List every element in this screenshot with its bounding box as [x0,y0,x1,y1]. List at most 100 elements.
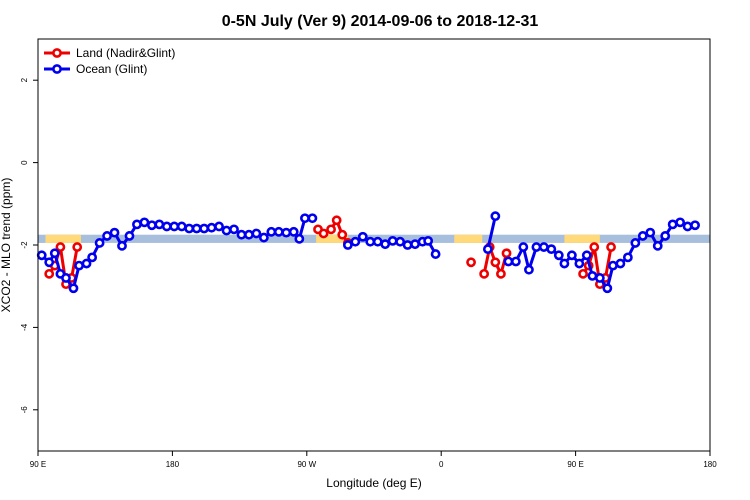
data-point [402,240,413,250]
data-point [587,270,598,281]
data-point [342,240,353,250]
data-point [637,231,648,241]
y-tick-label: -2 [20,241,29,249]
data-point [365,236,376,247]
x-tick-label: 180 [166,460,180,469]
data-point [294,233,305,244]
data-point [496,268,506,279]
data-point [251,228,262,239]
legend-marker [52,48,62,58]
data-point [387,235,398,246]
data-point [132,219,142,230]
data-point [395,236,406,247]
data-point [49,248,60,259]
data-point [410,239,420,250]
data-point [594,273,605,283]
x-tick-label: 90 W [297,460,316,469]
data-point [682,221,693,232]
data-point [372,236,383,247]
series-ocean [36,211,700,294]
data-point [236,229,247,240]
data-point [423,235,434,246]
data-point [109,227,120,238]
data-point [490,257,501,268]
data-point [667,219,678,230]
x-tick-label: 90 E [567,460,583,469]
data-point [300,213,310,224]
data-point [169,221,180,232]
y-tick-label: -4 [20,323,29,331]
data-point [72,242,83,252]
highlight-span [564,234,600,243]
data-point [281,227,292,238]
data-point [307,213,318,224]
plot-area [36,211,710,294]
data-point [675,217,686,228]
data-point [630,238,641,248]
data-point [266,226,277,237]
data-point [154,219,165,230]
data-point [184,223,195,234]
data-point [44,257,55,268]
data-point [380,239,391,250]
data-point [479,268,490,279]
data-point [606,242,616,252]
data-point [44,268,55,279]
data-point [538,242,549,252]
data-point [199,223,210,234]
data-point [146,220,157,231]
data-point [574,258,585,269]
highlight-span [45,234,81,243]
data-point [191,223,202,234]
data-point [503,256,514,267]
legend-label: Land (Nadir&Glint) [76,46,175,60]
highlight-span [316,234,348,243]
data-point [690,220,700,231]
data-point [36,250,47,261]
x-tick-label: 0 [439,460,444,469]
data-point [622,252,633,263]
data-point [430,249,441,259]
x-tick-label: 90 E [30,460,46,469]
data-point [581,250,592,261]
data-point [482,244,493,255]
data-point [326,224,336,235]
data-point [645,227,656,238]
data-point [546,244,557,255]
data-point [206,222,217,233]
data-point [176,221,187,232]
data-point [501,248,512,259]
data-point [531,242,542,252]
data-point [615,258,626,269]
data-point [559,258,570,269]
series-line [486,215,497,250]
x-axis: 90 E 180 90 W 0 90 E 180 [30,451,717,469]
data-point [318,228,329,239]
chart-title: 0-5N July (Ver 9) 2014-09-06 to 2018-12-… [222,13,539,30]
data-point [490,211,501,222]
data-point [55,242,66,252]
data-point [273,226,284,237]
data-point [102,231,112,241]
data-point [117,240,127,251]
data-point [578,268,588,279]
data-point [602,283,613,294]
data-point [518,242,529,252]
y-tick-label: 2 [20,77,29,82]
y-tick-label: 0 [20,160,29,165]
data-point [553,250,564,261]
y-tick-label: -6 [20,406,29,414]
data-point [74,260,84,271]
data-point [357,231,368,242]
data-point [510,256,521,267]
legend: Land (Nadir&Glint) Ocean (Glint) [44,46,175,76]
data-point [221,225,232,236]
data-point [331,215,342,226]
data-point [660,231,671,241]
data-point [244,229,254,240]
data-point [524,264,534,275]
data-point [337,229,348,240]
series-land [44,215,616,290]
data-point [589,242,600,252]
